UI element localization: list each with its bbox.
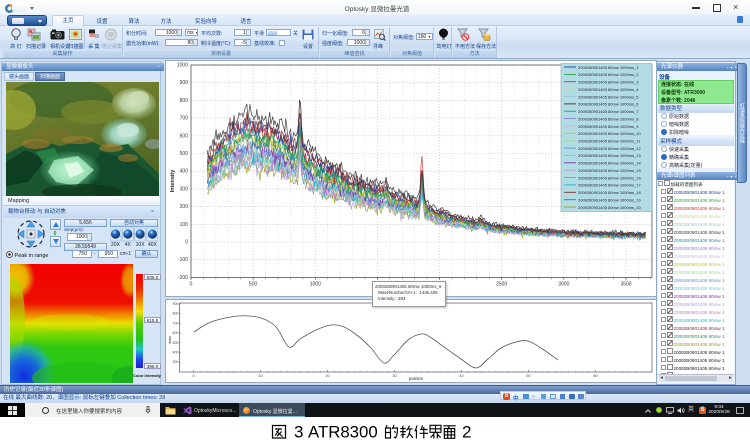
svg-text:50: 50 xyxy=(526,374,530,378)
svg-text:0: 0 xyxy=(185,240,188,246)
svg-text:400: 400 xyxy=(173,351,179,355)
svg-text:40X: 40X xyxy=(148,242,158,247)
svg-text:2500: 2500 xyxy=(496,281,507,287)
svg-text:2009280901405 80mw 1000ms_15: 2009280901405 80mw 1000ms_15 xyxy=(578,168,641,173)
svg-text:2009280901405 80mw 1000ms_12: 2009280901405 80mw 1000ms_12 xyxy=(578,146,641,151)
svg-text:600: 600 xyxy=(180,133,189,139)
svg-text:500: 500 xyxy=(180,151,189,157)
svg-text:1000: 1000 xyxy=(177,63,188,69)
svg-text:data: data xyxy=(167,335,172,344)
svg-text:2009280901405 80mw 1000ms_13: 2009280901405 80mw 1000ms_13 xyxy=(578,153,641,158)
svg-text:60: 60 xyxy=(593,374,597,378)
svg-text:30: 30 xyxy=(392,374,396,378)
svg-text:2009280901405 80mw 1000ms_3: 2009280901405 80mw 1000ms_3 xyxy=(578,80,639,85)
svg-text:10: 10 xyxy=(258,374,262,378)
svg-text:0: 0 xyxy=(190,281,193,287)
svg-text:700: 700 xyxy=(180,116,189,122)
svg-text:500: 500 xyxy=(249,281,258,287)
svg-text:800: 800 xyxy=(173,312,179,316)
svg-text:2009280901405 80mw 1000ms_14: 2009280901405 80mw 1000ms_14 xyxy=(578,161,641,166)
svg-text:3: 3 xyxy=(294,423,303,441)
svg-text:2009280901405 80mw 1000ms_9: 2009280901405 80mw 1000ms_9 xyxy=(578,124,639,129)
svg-text:300: 300 xyxy=(180,186,189,192)
svg-text:2009280901405 80mw 1000ms_18: 2009280901405 80mw 1000ms_18 xyxy=(578,190,641,195)
svg-text:900: 900 xyxy=(180,80,189,86)
svg-text:2009280901405 80mw 1000ms_5: 2009280901405 80mw 1000ms_5 xyxy=(578,94,639,99)
svg-text:2009280901405 80mw 1000ms_19: 2009280901405 80mw 1000ms_19 xyxy=(578,198,641,203)
svg-text:3500: 3500 xyxy=(620,281,631,287)
svg-text:3000: 3000 xyxy=(558,281,569,287)
svg-text:800: 800 xyxy=(180,98,189,104)
svg-text:ATR8300: ATR8300 xyxy=(308,423,378,441)
svg-text:40: 40 xyxy=(459,374,463,378)
svg-text:2009280901405 80mw 1000ms_4: 2009280901405 80mw 1000ms_4 xyxy=(578,87,639,92)
svg-text:200: 200 xyxy=(180,204,189,210)
svg-text:2009280901405 80mw 1000ms_16: 2009280901405 80mw 1000ms_16 xyxy=(578,175,641,180)
svg-text:500: 500 xyxy=(173,341,179,345)
svg-text:4X: 4X xyxy=(125,242,132,247)
svg-text:2009280901405 80mw 1000ms_6: 2009280901405 80mw 1000ms_6 xyxy=(578,102,639,107)
svg-text:20: 20 xyxy=(325,374,329,378)
svg-text:2009280901405 80mw 1000ms_8: 2009280901405 80mw 1000ms_8 xyxy=(578,116,639,121)
svg-text:700: 700 xyxy=(173,321,179,325)
svg-text:2009280901405 80mw 1000ms_20: 2009280901405 80mw 1000ms_20 xyxy=(578,205,641,210)
svg-text:1000: 1000 xyxy=(310,281,321,287)
svg-text:900: 900 xyxy=(173,302,179,306)
svg-text:10X: 10X xyxy=(136,242,146,247)
svg-text:2: 2 xyxy=(462,423,471,441)
svg-text:-200: -200 xyxy=(178,275,188,281)
svg-text:2009280901405 80mw 1000ms_10: 2009280901405 80mw 1000ms_10 xyxy=(578,131,641,136)
svg-text:20X: 20X xyxy=(111,242,121,247)
svg-text:100: 100 xyxy=(180,222,189,228)
svg-text:-100: -100 xyxy=(178,257,188,263)
svg-text:2009280901405 80mw 1000ms_7: 2009280901405 80mw 1000ms_7 xyxy=(578,109,639,114)
svg-text:2009280901405 80mw 1000ms_17: 2009280901405 80mw 1000ms_17 xyxy=(578,183,641,188)
svg-text:0: 0 xyxy=(192,374,194,378)
svg-text:2009280901405 80mw 1000ms_11: 2009280901405 80mw 1000ms_11 xyxy=(578,139,641,144)
svg-text:600: 600 xyxy=(173,331,179,335)
svg-text:400: 400 xyxy=(180,169,189,175)
svg-text:2009280901405 80mw 1000ms_1: 2009280901405 80mw 1000ms_1 xyxy=(578,65,639,70)
svg-text:300: 300 xyxy=(173,360,179,364)
svg-text:position: position xyxy=(409,376,424,381)
svg-text:Intensity: Intensity xyxy=(170,169,176,193)
svg-text:2009280901405 80mw 1000ms_2: 2009280901405 80mw 1000ms_2 xyxy=(578,72,639,77)
